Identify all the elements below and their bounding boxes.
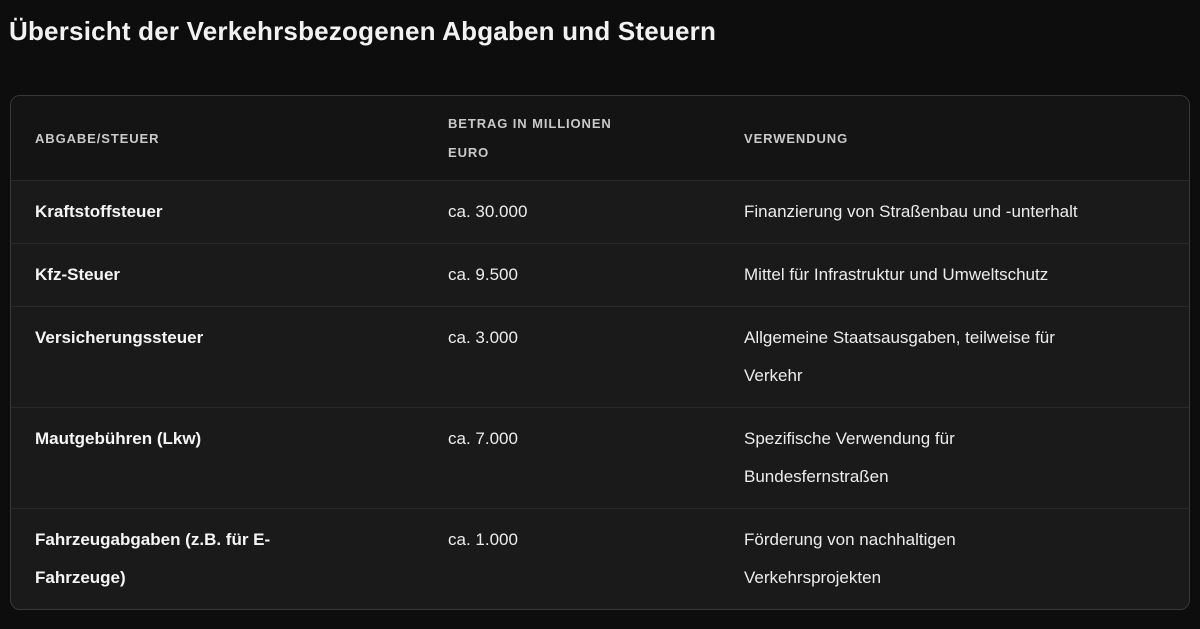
usage-cell: Allgemeine Staatsausgaben, teilweise für…	[720, 306, 1189, 408]
tax-name-cell: Mautgebühren (Lkw)	[11, 407, 424, 509]
usage-cell: Finanzierung von Straßenbau und -unterha…	[744, 202, 1078, 221]
usage-cell: Spezifische Verwendung für Bundesfernstr…	[720, 407, 1189, 509]
page-title: Übersicht der Verkehrsbezogenen Abgaben …	[9, 16, 717, 46]
taxes-table-card: ABGABE/STEUER BETRAG IN MILLIONEN EURO V…	[10, 95, 1190, 610]
amount-cell: ca. 3.000	[424, 306, 720, 408]
amount-cell: ca. 30.000	[448, 202, 528, 221]
usage-cell: Mittel für Infrastruktur und Umweltschut…	[720, 243, 1189, 307]
column-header-verwendung: VERWENDUNG	[720, 96, 1189, 181]
table-row: Kfz-Steuer ca. 9.500 Mittel für Infrastr…	[11, 243, 1189, 307]
table-body: Kraftstoffsteuer ca. 30.000 Finanzierung…	[11, 181, 1189, 609]
table-row: Mautgebühren (Lkw) ca. 7.000 Spezifische…	[11, 407, 1189, 509]
amount-cell: ca. 7.000	[424, 407, 720, 509]
amount-cell: ca. 9.500	[424, 243, 720, 307]
table-row: Versicherungssteuer ca. 3.000 Allgemeine…	[11, 306, 1189, 408]
tax-name-cell: Versicherungssteuer	[11, 306, 424, 408]
tax-name-cell: Kfz-Steuer	[11, 243, 424, 307]
amount-cell: ca. 1.000	[424, 508, 720, 609]
column-header-betrag: BETRAG IN MILLIONEN EURO	[424, 96, 720, 181]
table-row: Kraftstoffsteuer ca. 30.000 Finanzierung…	[11, 181, 1189, 244]
tax-name-cell: Kraftstoffsteuer	[35, 202, 163, 221]
column-header-abgabe-steuer: ABGABE/STEUER	[11, 96, 424, 181]
taxes-table: ABGABE/STEUER BETRAG IN MILLIONEN EURO V…	[11, 96, 1189, 609]
table-header: ABGABE/STEUER BETRAG IN MILLIONEN EURO V…	[11, 96, 1189, 181]
header-row: ABGABE/STEUER BETRAG IN MILLIONEN EURO V…	[11, 96, 1189, 181]
tax-name-cell: Fahrzeugabgaben (z.B. für E- Fahrzeuge)	[11, 508, 424, 609]
table-row: Fahrzeugabgaben (z.B. für E- Fahrzeuge) …	[11, 508, 1189, 609]
usage-cell: Förderung von nachhaltigen Verkehrsproje…	[720, 508, 1189, 609]
